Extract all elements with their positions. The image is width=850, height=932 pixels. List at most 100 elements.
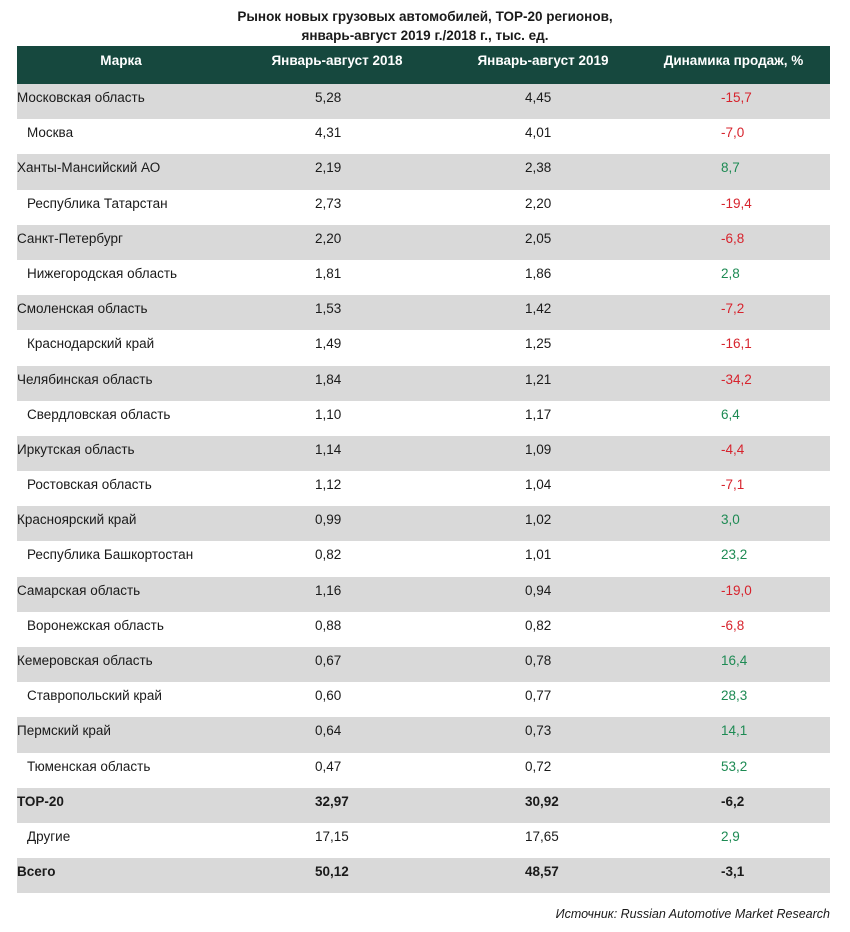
value-2018-cell: 1,12 bbox=[315, 477, 342, 493]
dynamics-cell: 2,9 bbox=[721, 828, 740, 844]
regions-table: Марка Январь-август 2018 Январь-август 2… bbox=[17, 46, 830, 894]
region-name-cell: Кемеровская область bbox=[17, 647, 225, 683]
value-2018-cell: 4,31 bbox=[315, 125, 342, 141]
table-row: Челябинская область 1,84 1,21 -34,2 bbox=[17, 365, 830, 401]
region-name-cell: Краснодарский край bbox=[27, 336, 155, 352]
table-row: Кемеровская область 0,67 0,78 16,4 bbox=[17, 647, 830, 683]
value-2018-cell: 0,99 bbox=[225, 506, 449, 542]
table-row: Свердловская область 1,10 1,17 6,4 bbox=[17, 401, 830, 436]
value-2018-cell: 17,15 bbox=[315, 828, 349, 844]
value-2019-cell: 1,09 bbox=[449, 435, 637, 472]
region-name-cell: Иркутская область bbox=[17, 435, 225, 472]
dynamics-cell: -15,7 bbox=[637, 84, 830, 120]
dynamics-cell: 8,7 bbox=[637, 154, 830, 190]
region-name-cell: Смоленская область bbox=[17, 295, 225, 331]
region-name-cell: Пермский край bbox=[17, 717, 225, 753]
value-2018-cell: 1,16 bbox=[225, 576, 449, 612]
region-name-cell: Тюменская область bbox=[27, 758, 151, 774]
table-row: Смоленская область 1,53 1,42 -7,2 bbox=[17, 295, 830, 331]
table-row: Тюменская область 0,47 0,72 53,2 bbox=[17, 753, 830, 788]
dynamics-cell: -6,8 bbox=[637, 224, 830, 260]
dynamics-cell: 3,0 bbox=[637, 506, 830, 542]
table-title: Рынок новых грузовых автомобилей, ТОР-20… bbox=[0, 7, 850, 45]
region-name-cell: Красноярский край bbox=[17, 506, 225, 542]
value-2019-cell: 0,78 bbox=[449, 647, 637, 683]
dynamics-cell: -7,1 bbox=[721, 477, 745, 493]
table-row: ТОР-20 32,97 30,92 -6,2 bbox=[17, 787, 830, 823]
region-name-cell: Свердловская область bbox=[27, 406, 171, 422]
value-2018-cell: 1,81 bbox=[315, 265, 342, 281]
region-name-cell: Всего bbox=[17, 858, 225, 894]
table-row: Москва 4,31 4,01 -7,0 bbox=[17, 119, 830, 154]
region-name-cell: Другие bbox=[27, 828, 71, 844]
header-sales-dynamics: Динамика продаж, % bbox=[637, 46, 830, 84]
header-jan-aug-2018: Январь-август 2018 bbox=[225, 46, 449, 84]
region-name-cell: Республика Башкортостан bbox=[27, 547, 194, 563]
dynamics-cell: 53,2 bbox=[721, 758, 748, 774]
table-row: Краснодарский край 1,49 1,25 -16,1 bbox=[17, 330, 830, 365]
value-2019-cell: 1,21 bbox=[449, 365, 637, 401]
value-2019-cell: 2,05 bbox=[449, 224, 637, 260]
table-row: Другие 17,15 17,65 2,9 bbox=[17, 823, 830, 858]
dynamics-cell: -4,4 bbox=[637, 435, 830, 472]
value-2019-cell: 0,72 bbox=[525, 758, 552, 774]
value-2018-cell: 2,19 bbox=[225, 154, 449, 190]
value-2018-cell: 32,97 bbox=[225, 787, 449, 823]
table-row: Ханты-Мансийский АО 2,19 2,38 8,7 bbox=[17, 154, 830, 190]
table-body: Московская область 5,28 4,45 -15,7 Москва 4,3… bbox=[17, 84, 830, 894]
table-row: Ростовская область 1,12 1,04 -7,1 bbox=[17, 471, 830, 506]
value-2018-cell: 0,64 bbox=[225, 717, 449, 753]
dynamics-cell: 14,1 bbox=[637, 717, 830, 753]
value-2019-cell: 0,77 bbox=[525, 688, 552, 704]
value-2018-cell: 1,53 bbox=[225, 295, 449, 331]
header-brand: Марка bbox=[17, 46, 225, 84]
value-2019-cell: 48,57 bbox=[449, 858, 637, 894]
value-2019-cell: 1,42 bbox=[449, 295, 637, 331]
value-2018-cell: 0,60 bbox=[315, 688, 342, 704]
value-2018-cell: 0,47 bbox=[315, 758, 342, 774]
value-2018-cell: 0,67 bbox=[225, 647, 449, 683]
table-row: Самарская область 1,16 0,94 -19,0 bbox=[17, 576, 830, 612]
region-name-cell: Ставропольский край bbox=[27, 688, 162, 704]
value-2018-cell: 50,12 bbox=[225, 858, 449, 894]
region-name-cell: Москва bbox=[27, 125, 74, 141]
table-row: Санкт-Петербург 2,20 2,05 -6,8 bbox=[17, 224, 830, 260]
value-2019-cell: 1,02 bbox=[449, 506, 637, 542]
table-header: Марка Январь-август 2018 Январь-август 2… bbox=[17, 46, 830, 84]
dynamics-cell: -3,1 bbox=[637, 858, 830, 894]
value-2019-cell: 1,01 bbox=[525, 547, 552, 563]
value-2019-cell: 0,73 bbox=[449, 717, 637, 753]
table-row: Пермский край 0,64 0,73 14,1 bbox=[17, 717, 830, 753]
dynamics-cell: -7,0 bbox=[721, 125, 745, 141]
value-2018-cell: 0,82 bbox=[315, 547, 342, 563]
value-2019-cell: 1,86 bbox=[525, 265, 552, 281]
table-row: Красноярский край 0,99 1,02 3,0 bbox=[17, 506, 830, 542]
value-2018-cell: 0,88 bbox=[315, 617, 342, 633]
region-name-cell: Ростовская область bbox=[27, 477, 152, 493]
value-2019-cell: 2,20 bbox=[525, 195, 552, 211]
region-name-cell: Воронежская область bbox=[27, 617, 164, 633]
value-2018-cell: 5,28 bbox=[225, 84, 449, 120]
value-2019-cell: 1,25 bbox=[525, 336, 552, 352]
value-2018-cell: 1,14 bbox=[225, 435, 449, 472]
value-2018-cell: 1,49 bbox=[315, 336, 342, 352]
value-2019-cell: 17,65 bbox=[525, 828, 559, 844]
table-row: Нижегородская область 1,81 1,86 2,8 bbox=[17, 260, 830, 295]
region-name-cell: Самарская область bbox=[17, 576, 225, 612]
dynamics-cell: -19,4 bbox=[721, 195, 752, 211]
header-jan-aug-2019: Январь-август 2019 bbox=[449, 46, 637, 84]
dynamics-cell: -34,2 bbox=[637, 365, 830, 401]
dynamics-cell: 28,3 bbox=[721, 688, 748, 704]
table-title-line-1: Рынок новых грузовых автомобилей, ТОР-20… bbox=[237, 9, 613, 24]
dynamics-cell: -7,2 bbox=[637, 295, 830, 331]
region-name-cell: Московская область bbox=[17, 84, 225, 120]
region-name-cell: Санкт-Петербург bbox=[17, 224, 225, 260]
region-name-cell: Нижегородская область bbox=[27, 265, 178, 281]
header-row: Марка Январь-август 2018 Январь-август 2… bbox=[17, 46, 830, 84]
value-2018-cell: 2,73 bbox=[315, 195, 342, 211]
value-2018-cell: 2,20 bbox=[225, 224, 449, 260]
value-2019-cell: 0,94 bbox=[449, 576, 637, 612]
value-2019-cell: 0,82 bbox=[525, 617, 552, 633]
table-title-line-2: январь-август 2019 г./2018 г., тыс. ед. bbox=[301, 28, 549, 43]
region-name-cell: Челябинская область bbox=[17, 365, 225, 401]
